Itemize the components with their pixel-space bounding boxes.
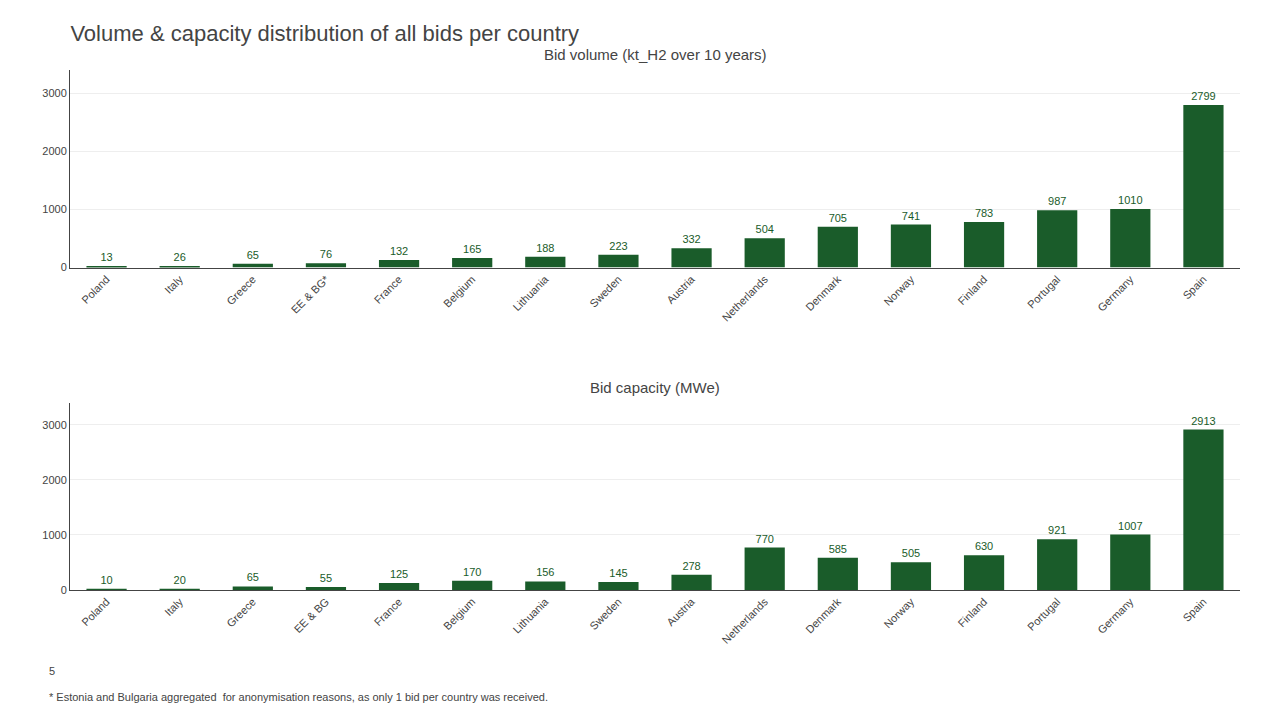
svg-text:1010: 1010 <box>1118 194 1142 206</box>
svg-text:783: 783 <box>975 207 993 219</box>
svg-text:EE & BG: EE & BG <box>292 596 332 636</box>
svg-text:Lithuania: Lithuania <box>511 595 552 636</box>
svg-text:Bid volume (kt_H2 over 10 year: Bid volume (kt_H2 over 10 years) <box>544 46 767 63</box>
svg-text:76: 76 <box>320 248 332 260</box>
svg-text:2000: 2000 <box>42 145 66 157</box>
svg-text:Germany: Germany <box>1095 595 1136 636</box>
svg-text:20: 20 <box>174 574 186 586</box>
svg-text:3000: 3000 <box>42 419 66 431</box>
svg-text:* Estonia and Bulgaria aggrega: * Estonia and Bulgaria aggregated for an… <box>49 691 548 703</box>
svg-text:156: 156 <box>536 566 554 578</box>
svg-text:3000: 3000 <box>42 87 66 99</box>
svg-text:770: 770 <box>756 533 774 545</box>
svg-text:2000: 2000 <box>42 474 66 486</box>
svg-text:Poland: Poland <box>79 596 112 629</box>
svg-text:5: 5 <box>49 665 55 677</box>
svg-text:Sweden: Sweden <box>587 273 624 310</box>
svg-text:741: 741 <box>902 210 920 222</box>
svg-text:170: 170 <box>463 566 481 578</box>
svg-text:630: 630 <box>975 540 993 552</box>
svg-text:987: 987 <box>1048 195 1066 207</box>
svg-text:Belgium: Belgium <box>441 273 478 310</box>
svg-text:504: 504 <box>756 223 774 235</box>
svg-text:Netherlands: Netherlands <box>720 273 771 324</box>
svg-text:Greece: Greece <box>224 273 258 307</box>
svg-text:1000: 1000 <box>42 529 66 541</box>
svg-text:2799: 2799 <box>1191 90 1215 102</box>
svg-text:332: 332 <box>682 233 700 245</box>
svg-text:145: 145 <box>609 567 627 579</box>
svg-text:55: 55 <box>320 572 332 584</box>
svg-text:Italy: Italy <box>162 273 185 296</box>
svg-text:0: 0 <box>61 261 67 273</box>
svg-text:Poland: Poland <box>79 273 112 306</box>
svg-text:Norway: Norway <box>881 595 916 630</box>
svg-text:585: 585 <box>829 543 847 555</box>
svg-text:65: 65 <box>247 571 259 583</box>
svg-text:Finland: Finland <box>955 596 989 630</box>
svg-text:Portugal: Portugal <box>1025 273 1062 310</box>
svg-text:278: 278 <box>682 560 700 572</box>
svg-text:Spain: Spain <box>1180 273 1208 301</box>
svg-text:Austria: Austria <box>664 595 697 628</box>
svg-text:13: 13 <box>100 251 112 263</box>
svg-text:125: 125 <box>390 568 408 580</box>
svg-text:2913: 2913 <box>1191 415 1215 427</box>
svg-text:1007: 1007 <box>1118 520 1142 532</box>
svg-text:1000: 1000 <box>42 203 66 215</box>
svg-text:Greece: Greece <box>224 596 258 630</box>
svg-text:Spain: Spain <box>1180 596 1208 624</box>
svg-text:165: 165 <box>463 243 481 255</box>
svg-text:0: 0 <box>61 584 67 596</box>
svg-text:Norway: Norway <box>881 273 916 308</box>
svg-text:Germany: Germany <box>1095 273 1136 314</box>
svg-text:Austria: Austria <box>664 273 697 306</box>
svg-text:Sweden: Sweden <box>587 596 624 633</box>
svg-text:Denmark: Denmark <box>803 273 843 313</box>
svg-text:Bid capacity (MWe): Bid capacity (MWe) <box>590 379 720 396</box>
svg-text:Italy: Italy <box>162 595 185 618</box>
svg-text:132: 132 <box>390 245 408 257</box>
svg-text:705: 705 <box>829 212 847 224</box>
svg-text:188: 188 <box>536 242 554 254</box>
svg-text:26: 26 <box>174 251 186 263</box>
svg-text:Denmark: Denmark <box>803 595 843 635</box>
svg-text:Portugal: Portugal <box>1025 596 1062 633</box>
svg-text:Netherlands: Netherlands <box>720 595 771 646</box>
svg-text:505: 505 <box>902 547 920 559</box>
svg-text:Belgium: Belgium <box>441 596 478 633</box>
svg-text:EE & BG*: EE & BG* <box>289 273 332 316</box>
svg-text:Lithuania: Lithuania <box>511 272 552 313</box>
svg-text:223: 223 <box>609 240 627 252</box>
svg-text:921: 921 <box>1048 524 1066 536</box>
svg-text:France: France <box>372 273 405 306</box>
svg-text:65: 65 <box>247 249 259 261</box>
svg-text:Finland: Finland <box>955 273 989 307</box>
svg-text:10: 10 <box>100 574 112 586</box>
svg-text:France: France <box>372 596 405 629</box>
svg-text:Volume & capacity distribution: Volume & capacity distribution of all bi… <box>70 21 579 46</box>
